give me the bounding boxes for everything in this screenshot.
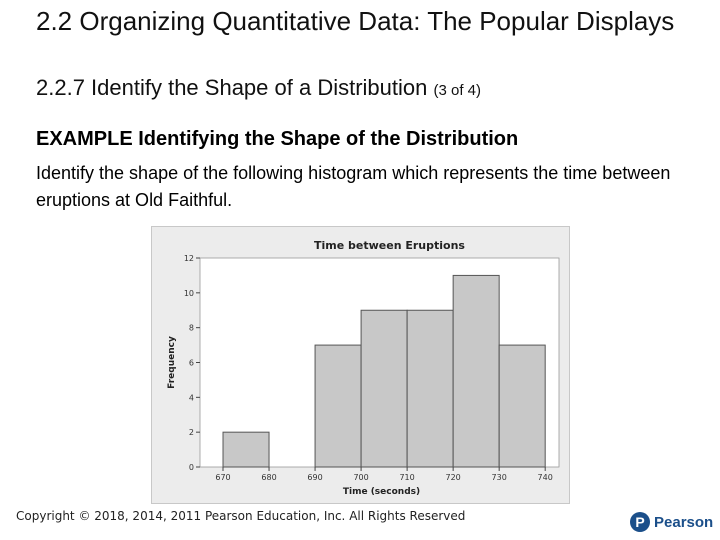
y-tick-label: 4 — [189, 393, 194, 402]
histogram-bar — [360, 309, 408, 468]
histogram-chart: Time between Eruptions 0 2 4 6 8 10 12 670 680 690… — [167, 239, 560, 497]
example-body: Identify the shape of the following hist… — [36, 163, 671, 210]
histogram-frame: Time between Eruptions 0 2 4 6 8 10 12 670 680 690… — [151, 226, 570, 504]
y-tick-label: 10 — [184, 289, 194, 298]
y-axis-label: Frequency — [167, 336, 177, 389]
histogram-bar — [222, 431, 270, 468]
x-tick-label: 680 — [261, 473, 276, 482]
slide-title: 2.2 Organizing Quantitative Data: The Po… — [36, 6, 675, 36]
pearson-logo: P Pearson — [630, 511, 713, 533]
chart-title: Time between Eruptions — [314, 239, 465, 252]
pearson-logo-mark: P — [630, 512, 650, 532]
x-axis-label: Time (seconds) — [343, 487, 420, 497]
x-tick-label: 670 — [215, 473, 230, 482]
y-tick-label: 12 — [184, 254, 194, 263]
y-tick-label: 8 — [189, 324, 194, 333]
histogram-bar — [498, 344, 546, 468]
y-tick-label: 0 — [189, 463, 194, 472]
histogram-bar — [406, 309, 454, 468]
x-tick-label: 700 — [353, 473, 368, 482]
x-tick-label: 740 — [538, 473, 553, 482]
y-tick-label: 6 — [189, 359, 194, 368]
slide-subtitle: 2.2.7 Identify the Shape of a Distributi… — [36, 74, 481, 105]
pearson-logo-word: Pearson — [654, 513, 714, 531]
copyright-notice: Copyright © 2018, 2014, 2011 Pearson Edu… — [16, 509, 466, 523]
x-tick-label: 720 — [446, 473, 461, 482]
x-tick-label: 710 — [399, 473, 414, 482]
histogram-bar — [452, 274, 500, 468]
subtitle-text: 2.2.7 Identify the Shape of a Distributi… — [36, 75, 428, 100]
x-tick-label: 730 — [492, 473, 507, 482]
subtitle-part-indicator: (3 of 4) — [433, 82, 482, 99]
example-heading: EXAMPLE Identifying the Shape of the Dis… — [36, 128, 519, 150]
histogram-bar — [314, 344, 362, 468]
y-tick-label: 2 — [189, 428, 194, 437]
x-tick-label: 690 — [307, 473, 322, 482]
